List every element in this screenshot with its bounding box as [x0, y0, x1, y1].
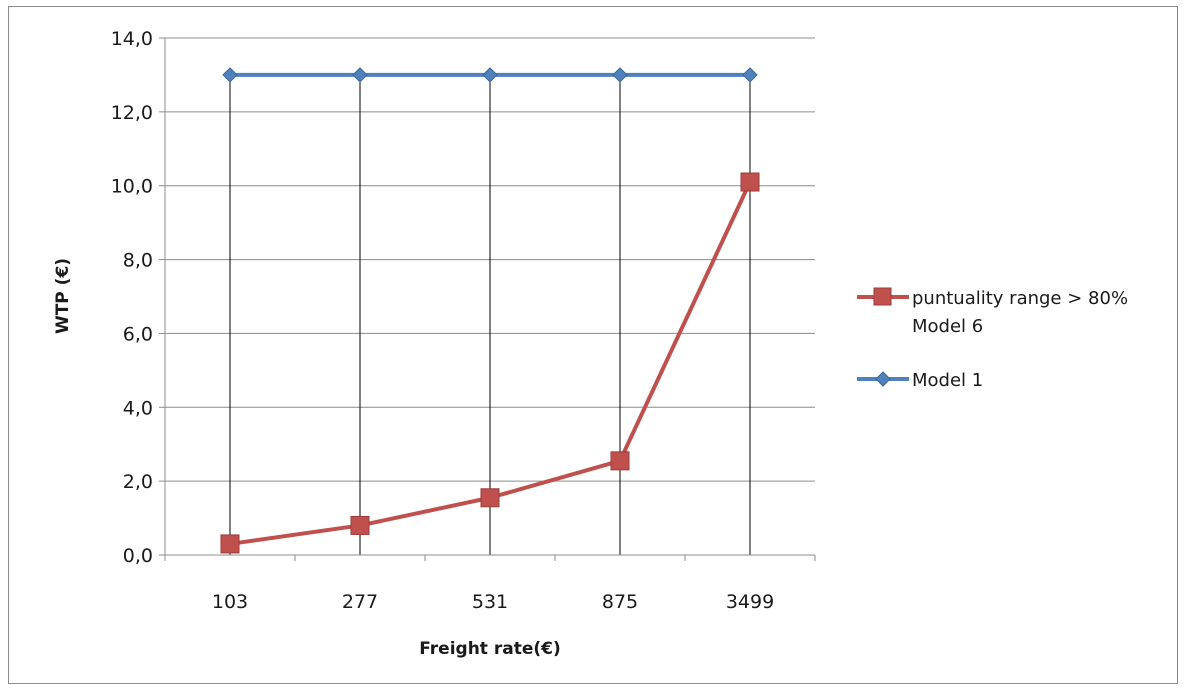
x-tick-label-103: 103 [212, 591, 248, 613]
x-axis-title: Freight rate(€) [419, 639, 560, 659]
y-tick-label-7: 14,0 [111, 28, 153, 50]
x-tick-label-3499: 3499 [726, 591, 774, 613]
point-model-6-277 [350, 515, 370, 535]
point-model-6-875 [610, 451, 630, 471]
y-axis-ticks: 0,0 2,0 4,0 6,0 8,0 10,0 12,0 14,0 [111, 28, 165, 567]
series-layer [220, 67, 760, 554]
point-model-6-531 [480, 488, 500, 508]
legend: puntuality range > 80% Model 6 Model 1 [857, 287, 1128, 391]
y-tick-label-6: 12,0 [111, 102, 153, 124]
point-model-1-277 [352, 67, 368, 83]
point-model-1-875 [612, 67, 628, 83]
drop-lines [229, 74, 751, 555]
legend-label-model-6: puntuality range > 80% [912, 288, 1128, 309]
legend-marker-model-1 [875, 371, 891, 387]
y-tick-label-0: 0,0 [123, 545, 153, 567]
legend-label-model-6-line2: Model 6 [912, 316, 983, 337]
chart-frame [8, 6, 1178, 684]
point-model-1-3499 [742, 67, 758, 83]
y-tick-label-4: 8,0 [123, 250, 153, 272]
x-tick-label-531: 531 [472, 591, 508, 613]
x-tick-label-875: 875 [602, 591, 638, 613]
y-tick-label-3: 6,0 [123, 323, 153, 345]
legend-marker-model-6 [873, 287, 892, 306]
x-axis-ticks: 103 277 531 875 3499 [164, 555, 816, 613]
y-axis-title: WTP (€) [53, 258, 73, 334]
point-model-1-103 [222, 67, 238, 83]
point-model-6-3499 [740, 172, 760, 192]
y-tick-label-5: 10,0 [111, 176, 153, 198]
legend-entry-model-6: puntuality range > 80% Model 6 [857, 287, 1128, 337]
axes [164, 38, 815, 556]
point-model-6-103 [220, 534, 240, 554]
point-model-1-531 [482, 67, 498, 83]
x-tick-label-277: 277 [342, 591, 378, 613]
y-tick-label-2: 4,0 [123, 397, 153, 419]
legend-entry-model-1: Model 1 [857, 370, 983, 391]
y-tick-label-1: 2,0 [123, 471, 153, 493]
legend-label-model-1: Model 1 [912, 370, 983, 391]
